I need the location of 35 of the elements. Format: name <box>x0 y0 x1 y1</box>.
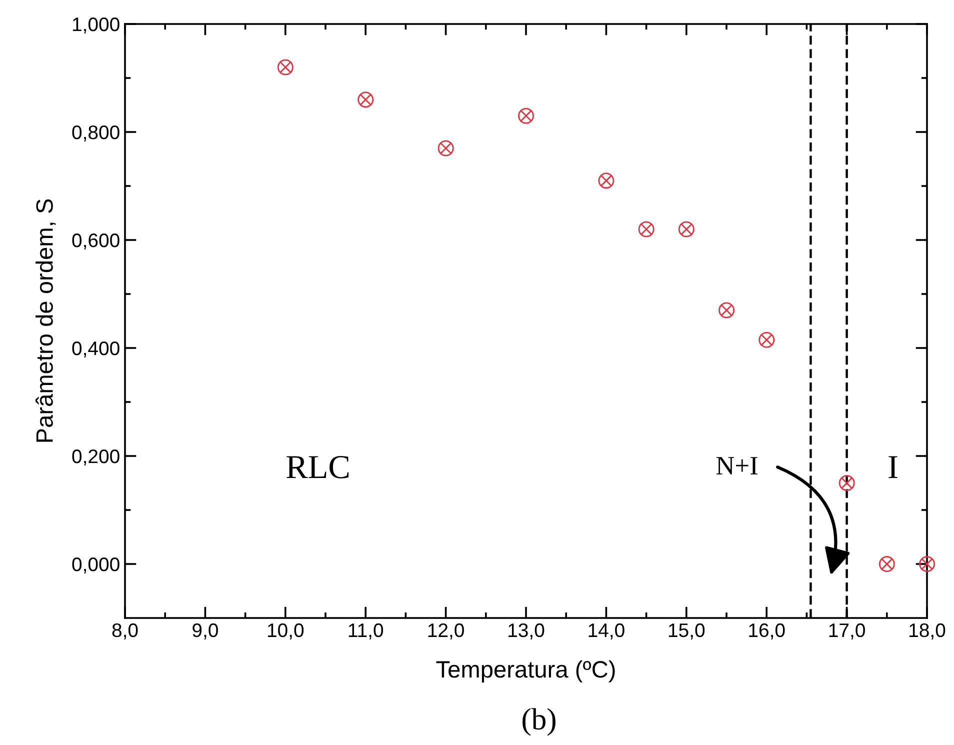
point <box>598 172 614 189</box>
point <box>718 302 734 318</box>
x-axis-title: Temperatura (ºC) <box>436 660 615 682</box>
x-tick-label: 9,0 <box>192 623 218 640</box>
x-tick-label: 17,0 <box>829 623 865 640</box>
point <box>678 221 694 238</box>
y-tick-label: 1,000 <box>72 17 120 34</box>
point <box>638 221 654 238</box>
point <box>919 556 935 572</box>
y-tick-label: 0,600 <box>72 233 120 250</box>
x-tick-label: 16,0 <box>749 623 785 640</box>
point <box>878 556 895 572</box>
x-tick-label: 15,0 <box>668 623 705 640</box>
point <box>277 59 294 76</box>
y-axis-title: Parâmetro de ordem, S <box>36 199 56 442</box>
x-tick-label: 14,0 <box>588 623 624 640</box>
y-tick-label: 0,000 <box>72 557 120 574</box>
y-tick-label: 0,400 <box>72 341 120 358</box>
point <box>358 92 374 108</box>
annotation: RLC <box>286 456 349 478</box>
x-tick-label: 11,0 <box>348 623 384 640</box>
point <box>438 140 454 156</box>
y-tick-label: 0,800 <box>72 125 120 142</box>
text: (b) <box>522 708 556 736</box>
point <box>758 332 775 348</box>
x-tick-label: 18,0 <box>910 623 946 640</box>
x-tick-label: 8,0 <box>112 623 138 640</box>
point <box>518 108 534 124</box>
x-tick-label: 12,0 <box>428 623 464 640</box>
annotation: N+I <box>716 457 758 474</box>
x-tick-label: 10,0 <box>268 623 304 640</box>
annotation: I <box>888 456 898 478</box>
x-tick-label: 13,0 <box>508 623 544 640</box>
point <box>838 475 855 491</box>
y-tick-label: 0,200 <box>72 449 120 466</box>
